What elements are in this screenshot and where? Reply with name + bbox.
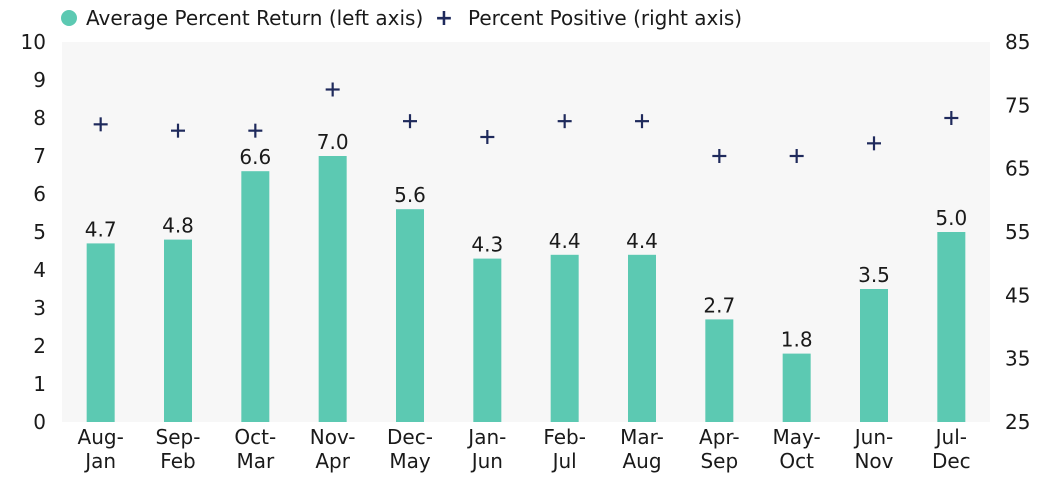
bar-data-label: 5.0 — [935, 206, 967, 230]
right-axis-tick-label: 55 — [1005, 220, 1030, 244]
category-label: Mar-Aug — [620, 425, 664, 473]
category-label: Apr-Sep — [699, 425, 740, 473]
legend-swatch-percent-positive: + — [435, 6, 453, 31]
category-label: Jan-Jun — [466, 425, 506, 473]
category-label: Dec-May — [387, 425, 433, 473]
bar-data-labels: 4.7 4.8 6.6 7.0 5.6 4.3 4.4 4.4 2.7 1.8 3.5 5.0 — [85, 130, 967, 352]
bar-data-label: 2.7 — [703, 293, 735, 317]
percent-positive-marker — [712, 149, 727, 163]
bar-data-label: 4.3 — [471, 233, 503, 257]
legend-label-percent-positive: Percent Positive (right axis) — [468, 6, 742, 30]
bar — [318, 156, 347, 422]
bar — [705, 319, 734, 422]
bar — [241, 171, 270, 422]
percent-positive-marker — [557, 114, 572, 129]
bar-data-label: 5.6 — [394, 183, 426, 207]
bar — [473, 258, 502, 422]
bar — [628, 254, 656, 422]
percent-positive-marker — [171, 123, 185, 138]
right-axis: 25 35 45 55 65 75 85 — [1005, 30, 1030, 434]
bar-data-label: 6.6 — [239, 145, 271, 169]
left-axis-tick-label: 5 — [33, 220, 46, 244]
bar-series-average-return — [86, 156, 966, 422]
bar-data-label: 3.5 — [858, 263, 890, 287]
left-axis-tick-label: 4 — [33, 258, 46, 282]
left-axis-tick-label: 0 — [33, 410, 46, 434]
left-axis-tick-label: 7 — [33, 144, 46, 168]
left-axis: 0 1 2 3 4 5 6 7 8 9 10 — [21, 30, 46, 434]
bar-data-label: 4.4 — [626, 229, 658, 253]
bar-data-label: 7.0 — [317, 130, 349, 154]
right-axis-tick-label: 65 — [1005, 157, 1030, 181]
left-axis-tick-label: 2 — [33, 334, 46, 358]
category-label: Feb-Jul — [543, 425, 586, 473]
category-label: Jul-Dec — [932, 425, 971, 473]
percent-positive-marker — [789, 149, 804, 163]
legend-label-average-return: Average Percent Return (left axis) — [86, 6, 423, 30]
right-axis-tick-label: 75 — [1005, 93, 1030, 117]
x-axis-categories: Aug-Jan Sep-Feb Oct-Mar Nov-Apr Dec-May Jan-J… — [78, 425, 971, 473]
right-axis-tick-label: 45 — [1005, 283, 1030, 307]
percent-positive-marker — [93, 117, 108, 132]
percent-positive-marker — [403, 114, 417, 129]
left-axis-tick-label: 3 — [33, 296, 46, 320]
bar — [86, 243, 115, 422]
percent-positive-marker — [944, 111, 959, 125]
right-axis-tick-label: 85 — [1005, 30, 1030, 54]
plot-background — [62, 42, 990, 422]
legend-swatch-average-return — [61, 10, 77, 26]
category-label: Sep-Feb — [156, 425, 201, 473]
category-label: Jun-Nov — [853, 425, 894, 473]
bar-data-label: 4.4 — [549, 229, 581, 253]
percent-positive-marker — [248, 123, 263, 138]
bar-data-label: 4.8 — [162, 214, 194, 238]
category-label: Oct-Mar — [234, 425, 276, 473]
left-axis-tick-label: 1 — [33, 372, 46, 396]
bar — [550, 254, 579, 422]
category-label: Nov-Apr — [310, 425, 356, 473]
bar — [860, 289, 888, 422]
percent-positive-marker — [325, 82, 340, 97]
bar-data-label: 4.7 — [85, 217, 117, 241]
legend: Average Percent Return (left axis) + Per… — [61, 6, 742, 31]
percent-positive-marker — [480, 130, 495, 144]
marker-series-percent-positive — [93, 82, 959, 163]
left-axis-tick-label: 10 — [21, 30, 46, 54]
left-axis-tick-label: 6 — [33, 182, 46, 206]
left-axis-tick-label: 9 — [33, 68, 46, 92]
category-label: May-Oct — [773, 425, 821, 473]
category-label: Aug-Jan — [78, 425, 124, 473]
percent-positive-marker — [867, 136, 881, 151]
bar — [937, 232, 966, 422]
bar — [782, 353, 811, 422]
bar — [164, 239, 192, 422]
bar-data-label: 1.8 — [781, 328, 813, 352]
left-axis-tick-label: 8 — [33, 106, 46, 130]
bar — [396, 209, 424, 422]
percent-positive-marker — [635, 114, 649, 129]
right-axis-tick-label: 25 — [1005, 410, 1030, 434]
right-axis-tick-label: 35 — [1005, 347, 1030, 371]
